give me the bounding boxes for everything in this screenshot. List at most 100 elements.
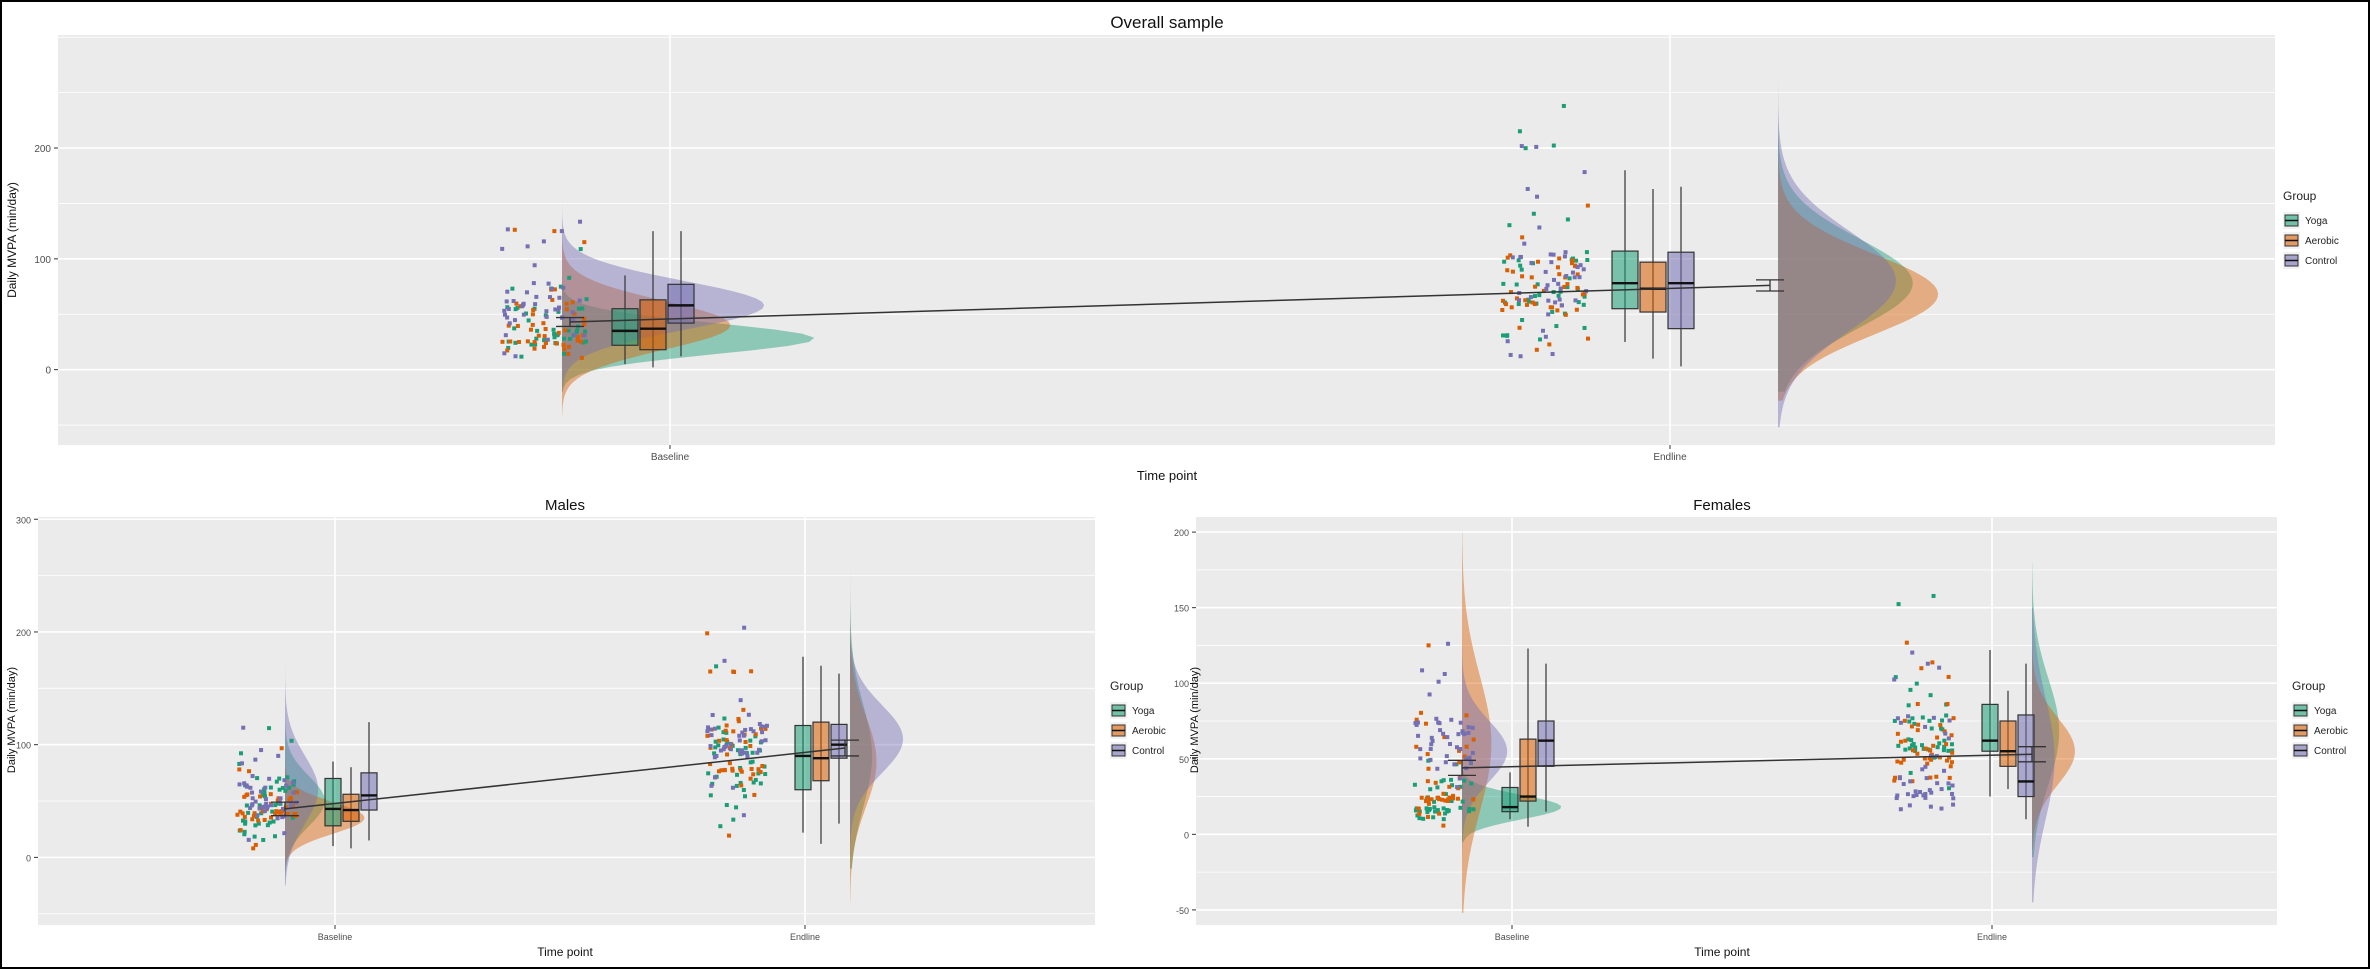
data-point-aerobic bbox=[1530, 300, 1535, 305]
data-point-aerobic bbox=[1928, 775, 1933, 780]
y-tick-label: 0 bbox=[1184, 830, 1189, 840]
data-point-aerobic bbox=[1574, 307, 1579, 312]
data-point-yoga bbox=[1912, 721, 1917, 726]
data-point-aerobic bbox=[250, 817, 255, 822]
data-point-yoga bbox=[1467, 806, 1472, 811]
data-point-control bbox=[582, 333, 587, 338]
data-point-yoga bbox=[265, 823, 270, 828]
data-point-yoga bbox=[758, 781, 763, 786]
data-point-aerobic bbox=[1929, 757, 1934, 762]
data-point-control bbox=[1572, 275, 1577, 280]
data-point-control bbox=[1898, 720, 1903, 725]
data-point-yoga bbox=[1517, 129, 1522, 134]
data-point-control bbox=[743, 727, 748, 732]
data-point-control bbox=[1558, 286, 1563, 291]
boxplot-box bbox=[324, 777, 342, 827]
data-point-aerobic bbox=[1437, 811, 1442, 816]
data-point-control bbox=[1924, 776, 1929, 781]
data-point-yoga bbox=[1458, 784, 1463, 789]
data-point-control bbox=[282, 778, 287, 783]
data-point-aerobic bbox=[717, 738, 722, 743]
data-point-control bbox=[1946, 736, 1951, 741]
data-point-aerobic bbox=[247, 769, 252, 774]
data-point-yoga bbox=[1462, 778, 1467, 783]
data-point-control bbox=[1928, 804, 1933, 809]
data-point-yoga bbox=[763, 772, 768, 777]
data-point-control bbox=[708, 744, 713, 749]
data-point-yoga bbox=[1913, 745, 1918, 750]
data-point-control bbox=[546, 281, 551, 286]
data-point-yoga bbox=[513, 307, 518, 312]
data-point-yoga bbox=[1944, 713, 1949, 718]
data-point-aerobic bbox=[1426, 798, 1431, 803]
data-point-yoga bbox=[583, 339, 588, 344]
data-point-aerobic bbox=[290, 803, 295, 808]
data-point-yoga bbox=[262, 790, 267, 795]
data-point-control bbox=[1443, 760, 1448, 765]
data-point-aerobic bbox=[1937, 755, 1942, 760]
data-point-aerobic bbox=[542, 334, 547, 339]
data-point-aerobic bbox=[1575, 272, 1580, 277]
data-point-aerobic bbox=[515, 323, 520, 328]
data-point-control bbox=[275, 816, 280, 821]
data-point-control bbox=[1950, 791, 1955, 796]
data-point-control bbox=[760, 730, 765, 735]
data-point-yoga bbox=[1501, 281, 1506, 286]
data-point-aerobic bbox=[730, 768, 735, 773]
data-point-aerobic bbox=[245, 792, 250, 797]
x-tick-label: Endline bbox=[1977, 932, 2007, 942]
data-point-aerobic bbox=[1443, 798, 1448, 803]
data-point-aerobic bbox=[1425, 779, 1430, 784]
x-tick-label: Baseline bbox=[1495, 932, 1530, 942]
data-point-yoga bbox=[289, 738, 294, 743]
data-point-control bbox=[1416, 733, 1421, 738]
data-point-yoga bbox=[1913, 748, 1918, 753]
data-point-yoga bbox=[716, 743, 721, 748]
data-point-aerobic bbox=[1532, 302, 1537, 307]
data-point-yoga bbox=[743, 745, 748, 750]
data-point-yoga bbox=[1931, 593, 1936, 598]
data-point-aerobic bbox=[722, 767, 727, 772]
data-point-yoga bbox=[1537, 293, 1542, 298]
data-point-yoga bbox=[1914, 681, 1919, 686]
data-point-yoga bbox=[734, 805, 739, 810]
data-point-aerobic bbox=[1910, 779, 1915, 784]
data-point-control bbox=[578, 219, 583, 224]
data-point-control bbox=[1444, 754, 1449, 759]
data-point-yoga bbox=[290, 815, 295, 820]
data-point-aerobic bbox=[1433, 780, 1438, 785]
data-point-yoga bbox=[1581, 302, 1586, 307]
data-point-yoga bbox=[1942, 738, 1947, 743]
data-point-control bbox=[757, 747, 762, 752]
data-point-yoga bbox=[1432, 799, 1437, 804]
data-point-control bbox=[755, 750, 760, 755]
data-point-control bbox=[1905, 792, 1910, 797]
data-point-aerobic bbox=[283, 805, 288, 810]
data-point-control bbox=[722, 658, 727, 663]
data-point-control bbox=[553, 307, 558, 312]
data-point-yoga bbox=[718, 824, 723, 829]
data-point-control bbox=[757, 722, 762, 727]
data-point-control bbox=[1951, 796, 1956, 801]
data-point-aerobic bbox=[1441, 791, 1446, 796]
data-point-control bbox=[260, 804, 265, 809]
data-point-aerobic bbox=[260, 809, 265, 814]
data-point-control bbox=[259, 748, 264, 753]
legend-label-aerobic: Aerobic bbox=[2305, 236, 2339, 247]
data-point-aerobic bbox=[579, 355, 584, 360]
x-tick-label: Baseline bbox=[651, 452, 690, 463]
data-point-control bbox=[1937, 665, 1942, 670]
data-point-yoga bbox=[734, 783, 739, 788]
data-point-aerobic bbox=[1570, 258, 1575, 263]
data-point-yoga bbox=[1516, 258, 1521, 263]
data-point-yoga bbox=[1550, 309, 1555, 314]
data-point-yoga bbox=[1928, 693, 1933, 698]
data-point-aerobic bbox=[552, 287, 557, 292]
density-cloud-yoga bbox=[850, 553, 873, 869]
data-point-yoga bbox=[1535, 282, 1540, 287]
data-point-control bbox=[1455, 785, 1460, 790]
data-point-yoga bbox=[1927, 718, 1932, 723]
data-point-yoga bbox=[581, 340, 586, 345]
data-point-aerobic bbox=[1529, 275, 1534, 280]
data-point-control bbox=[721, 747, 726, 752]
